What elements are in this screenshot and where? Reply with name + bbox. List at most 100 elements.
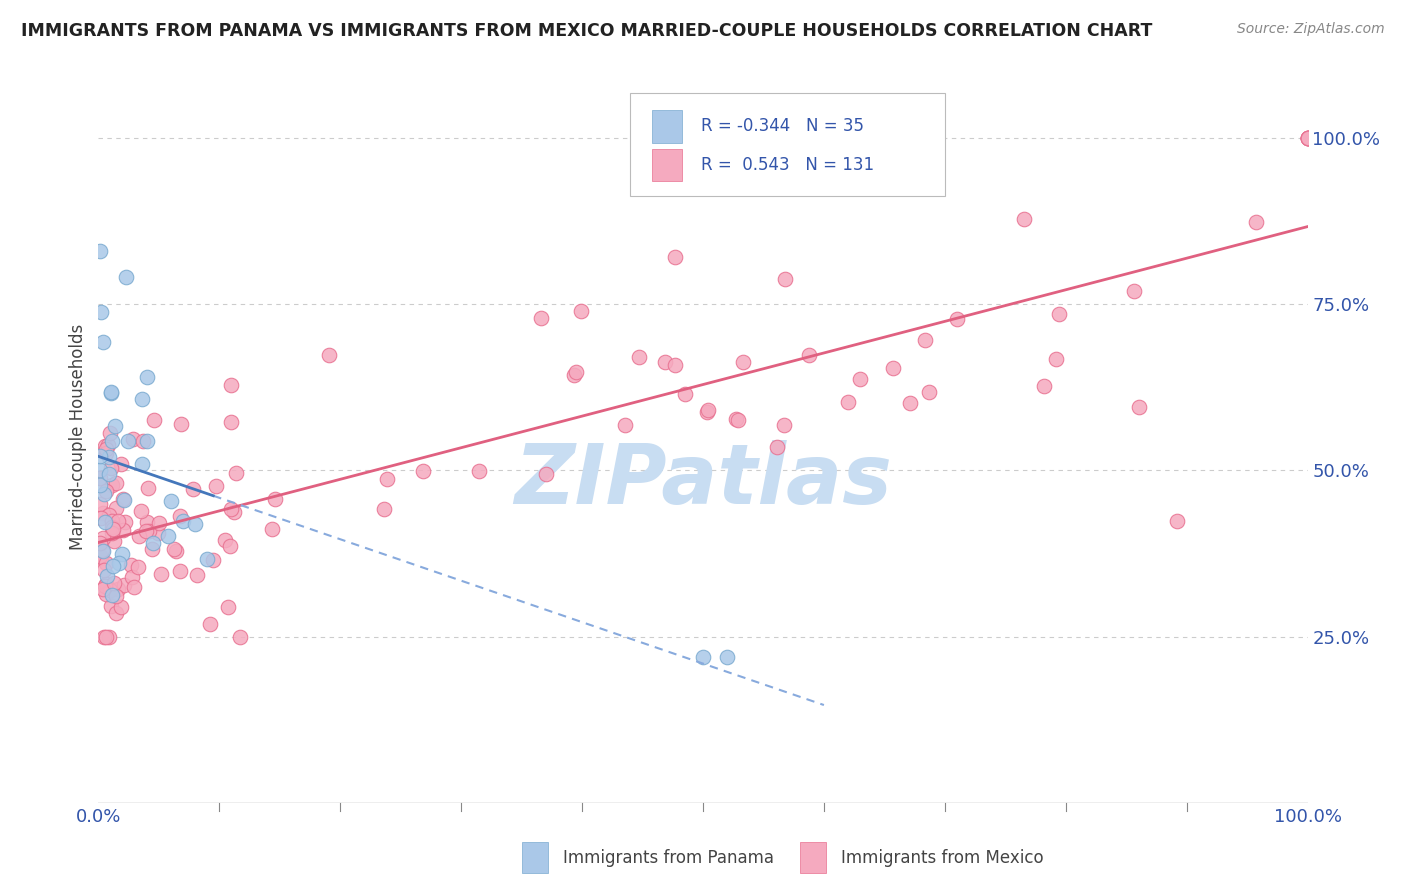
Point <box>797 348 820 362</box>
Point <box>169 509 191 524</box>
Text: R =  0.543   N = 131: R = 0.543 N = 131 <box>700 156 873 174</box>
Point <box>131 457 153 471</box>
Point <box>148 526 170 541</box>
Bar <box>652 110 682 143</box>
Point <box>170 417 193 432</box>
Point <box>229 630 252 644</box>
Point <box>219 416 242 430</box>
Point <box>530 310 553 325</box>
Point <box>100 477 122 491</box>
Point <box>120 558 142 573</box>
Point <box>142 535 165 549</box>
Point <box>1128 400 1150 414</box>
Point <box>122 580 145 594</box>
Point <box>198 617 221 632</box>
Point <box>135 370 157 384</box>
Point <box>766 441 789 455</box>
Point <box>898 396 921 410</box>
Point <box>94 577 117 591</box>
Point <box>107 582 129 596</box>
Point <box>264 492 287 507</box>
Point <box>131 392 153 407</box>
Point <box>412 464 434 478</box>
Point <box>225 466 247 480</box>
Point <box>1033 379 1056 393</box>
Point <box>848 372 870 386</box>
Point <box>117 434 139 448</box>
Point <box>1296 131 1319 145</box>
Point <box>613 418 636 433</box>
Point <box>468 464 491 478</box>
Text: ZIPatlas: ZIPatlas <box>515 441 891 522</box>
Point <box>94 439 117 453</box>
Point <box>148 516 170 530</box>
Point <box>1296 131 1319 145</box>
Point <box>628 350 651 364</box>
Point <box>89 449 111 463</box>
Point <box>136 481 159 495</box>
Point <box>97 450 120 464</box>
Point <box>100 526 122 541</box>
Bar <box>800 842 827 873</box>
Point <box>90 305 112 319</box>
Point <box>89 549 111 564</box>
Point <box>100 386 122 401</box>
Point <box>716 649 738 664</box>
Point <box>201 553 224 567</box>
Point <box>91 582 114 596</box>
Point <box>1045 352 1067 367</box>
Point <box>104 419 127 434</box>
Point <box>89 463 111 477</box>
Point <box>112 578 135 592</box>
Text: IMMIGRANTS FROM PANAMA VS IMMIGRANTS FROM MEXICO MARRIED-COUPLE HOUSEHOLDS CORRE: IMMIGRANTS FROM PANAMA VS IMMIGRANTS FRO… <box>21 22 1153 40</box>
Point <box>1296 131 1319 145</box>
Point <box>114 516 136 530</box>
Point <box>103 533 125 548</box>
Point <box>918 385 941 400</box>
Point <box>673 386 696 401</box>
Point <box>93 531 115 545</box>
Point <box>135 524 157 538</box>
Point <box>160 494 183 508</box>
Point <box>217 599 239 614</box>
Point <box>101 522 124 536</box>
Point <box>94 579 117 593</box>
Point <box>93 630 115 644</box>
Point <box>94 556 117 570</box>
Point <box>94 442 117 457</box>
Point <box>1296 131 1319 145</box>
Point <box>111 523 134 537</box>
Point <box>127 559 149 574</box>
Point <box>105 589 128 603</box>
Point <box>136 434 159 449</box>
Point <box>141 541 163 556</box>
Point <box>107 514 129 528</box>
Point <box>91 335 114 350</box>
Point <box>110 600 132 615</box>
Point <box>91 543 114 558</box>
Point <box>169 565 191 579</box>
Point <box>373 501 395 516</box>
Point <box>98 425 121 440</box>
Point <box>104 501 127 516</box>
Point <box>165 544 187 558</box>
Bar <box>630 94 945 195</box>
Point <box>214 533 236 547</box>
Point <box>94 446 117 460</box>
Point <box>205 478 228 492</box>
Point <box>1047 307 1070 321</box>
Point <box>697 403 720 417</box>
Point <box>96 483 118 498</box>
Point <box>156 529 179 543</box>
Point <box>103 575 125 590</box>
Bar <box>652 149 682 181</box>
Point <box>1244 215 1267 229</box>
Point <box>100 460 122 475</box>
Point <box>96 569 118 583</box>
Text: Immigrants from Mexico: Immigrants from Mexico <box>841 848 1043 867</box>
Point <box>94 586 117 600</box>
Text: R = -0.344   N = 35: R = -0.344 N = 35 <box>700 117 863 136</box>
Point <box>318 348 340 362</box>
Point <box>725 412 748 426</box>
Point <box>262 522 284 536</box>
